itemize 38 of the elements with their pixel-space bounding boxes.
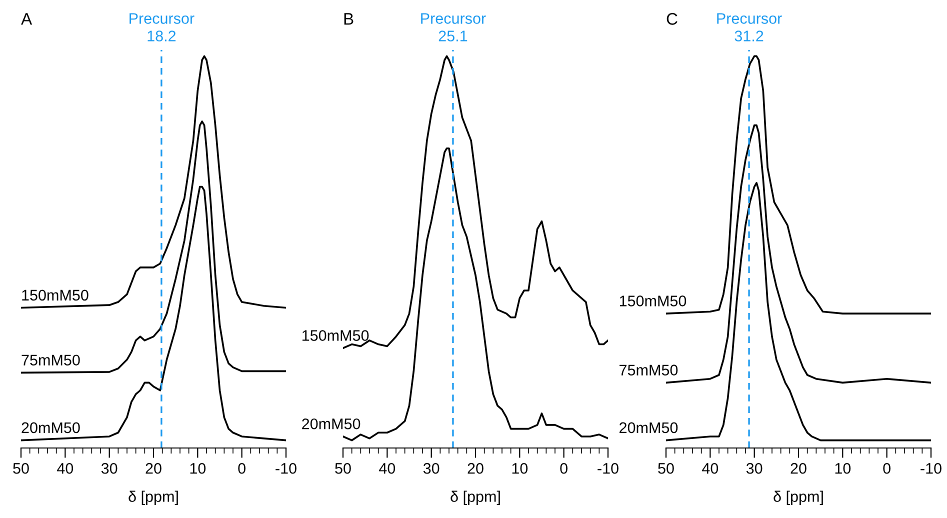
- x-tick-label: 30: [101, 462, 118, 474]
- x-tick-label: 0: [560, 462, 568, 474]
- series-label: 150mM50: [620, 296, 686, 306]
- x-tick-label: 10: [512, 462, 528, 474]
- x-tick-label: 30: [423, 462, 440, 474]
- x-tick-label: 20: [790, 462, 806, 474]
- x-tick-label: 50: [658, 462, 674, 474]
- x-tick-label: -10: [920, 462, 942, 474]
- x-tick-label: 50: [335, 462, 351, 474]
- series-label: 20mM50: [620, 422, 678, 434]
- chart-title: C: [666, 13, 678, 25]
- x-axis-title: δ [ppm]: [128, 490, 178, 505]
- x-tick-label: 50: [13, 462, 29, 474]
- x-tick-label: 0: [238, 462, 246, 474]
- x-tick-label: 40: [702, 462, 718, 474]
- x-tick-label: 0: [883, 462, 890, 474]
- ref-line-label: Precursor 25.1: [421, 13, 486, 42]
- x-axis-title: δ [ppm]: [450, 490, 500, 505]
- chart-title: A: [21, 13, 32, 25]
- x-tick-label: 10: [835, 462, 851, 474]
- series-label: 20mM50: [22, 422, 80, 434]
- x-tick-label: 20: [468, 462, 484, 474]
- ref-line-label: Precursor 18.2: [130, 13, 194, 42]
- x-tick-label: 30: [746, 462, 762, 474]
- x-tick-label: -10: [276, 462, 296, 474]
- series-label: 75mM50: [620, 364, 678, 376]
- x-tick-label: 10: [190, 462, 206, 474]
- chart-title: B: [344, 13, 354, 25]
- ref-line-label: Precursor 31.2: [717, 13, 782, 42]
- x-tick-label: 40: [379, 462, 396, 474]
- x-axis-title: δ [ppm]: [774, 490, 823, 505]
- series-label: 150mM50: [22, 290, 88, 301]
- x-tick-label: 20: [146, 462, 162, 474]
- x-tick-label: -10: [598, 462, 618, 474]
- x-tick-label: 40: [57, 462, 74, 474]
- series-label: 150mM50: [302, 330, 369, 341]
- series-label: 75mM50: [22, 354, 80, 366]
- series-label: 20mM50: [302, 418, 360, 430]
